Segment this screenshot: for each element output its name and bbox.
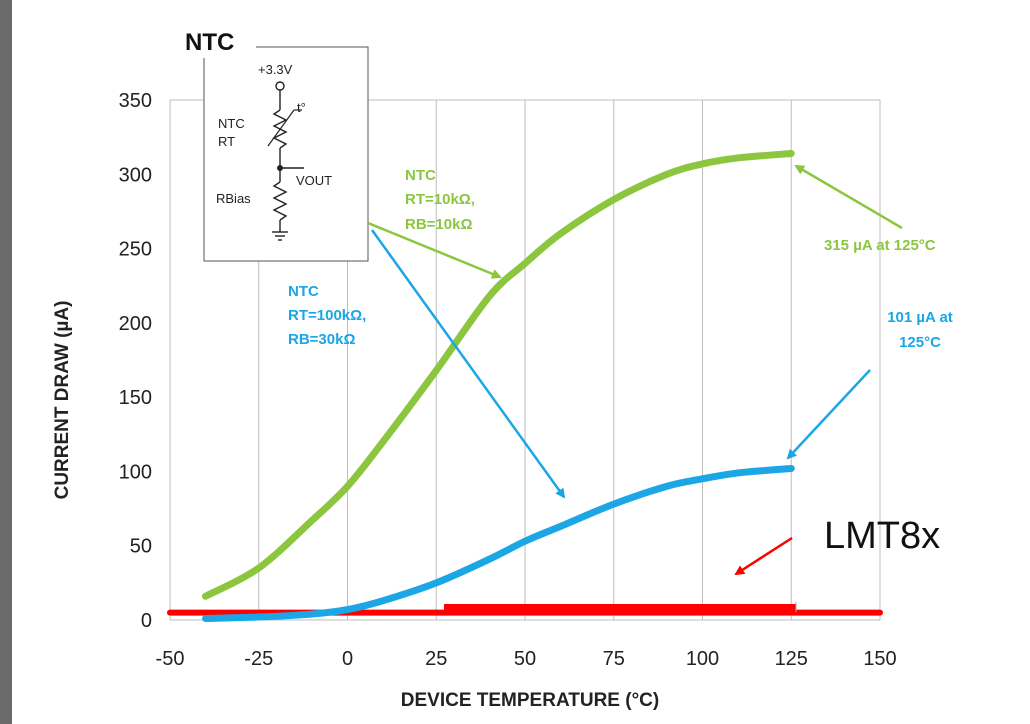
y-tick-label-4: 200	[119, 313, 152, 335]
x-tick-label-6: 100	[686, 648, 719, 670]
x-tick-label-5: 75	[603, 648, 625, 670]
inset-vout-label: VOUT	[296, 173, 332, 188]
x-tick-label-8: 150	[863, 648, 896, 670]
chart: -50 -25 0 25 50 75 100 125 150 0 50 100 150 200 250 30…	[52, 28, 953, 711]
svg-text:NTC: NTC	[288, 283, 319, 300]
svg-text:125°C: 125°C	[899, 334, 941, 351]
series-line-blue-ntc-100k	[202, 464, 795, 623]
inset-supply: +3.3V	[258, 62, 293, 77]
lmt-label: LMT8x	[824, 515, 940, 557]
blue-series-label: NTC RT=100kΩ, RB=30kΩ	[288, 283, 366, 348]
svg-text:RT=10kΩ,: RT=10kΩ,	[405, 191, 475, 208]
inset-box	[203, 46, 369, 262]
x-axis-title: DEVICE TEMPERATURE (°C)	[401, 690, 659, 711]
svg-text:RB=10kΩ: RB=10kΩ	[405, 216, 472, 233]
y-tick-label-3: 150	[119, 387, 152, 409]
blue-label-arrow	[370, 229, 566, 499]
x-tick-labels: -50 -25 0 25 50 75 100 125 150	[156, 648, 897, 670]
inset-temp-symbol: t°	[297, 100, 306, 115]
inset-ground-icon	[272, 231, 288, 241]
inset-schematic: NTC +3.3V t° NTC RT VOUT RBias	[182, 28, 369, 262]
green-callout-arrow	[794, 164, 903, 230]
x-tick-label-2: 0	[342, 648, 353, 670]
blue-callout: 101 µA at 125°C	[887, 309, 953, 351]
y-tick-label-7: 350	[119, 90, 152, 112]
green-label-arrow	[367, 221, 502, 279]
inset-ntc-label-1: NTC	[218, 116, 245, 131]
x-tick-label-4: 50	[514, 648, 536, 670]
y-tick-label-0: 0	[141, 610, 152, 632]
x-tick-label-1: -25	[244, 648, 273, 670]
inset-title: NTC	[185, 29, 234, 56]
series-line-green-ntc-10k	[202, 149, 795, 600]
y-tick-label-2: 100	[119, 461, 152, 483]
y-tick-label-6: 300	[119, 164, 152, 186]
svg-text:RT=100kΩ,: RT=100kΩ,	[288, 307, 366, 324]
y-tick-labels: 0 50 100 150 200 250 300 350	[119, 90, 152, 632]
y-axis-title: CURRENT DRAW (µA)	[52, 301, 73, 500]
green-callout: 315 µA at 125°C	[824, 237, 936, 254]
x-tick-label-7: 125	[775, 648, 808, 670]
inset-rbias-resistor	[272, 181, 288, 221]
green-series-label: NTC RT=10kΩ, RB=10kΩ	[405, 167, 475, 233]
y-tick-label-1: 50	[130, 536, 152, 558]
lmt-arrow	[734, 536, 793, 576]
inset-thermistor-slash	[267, 109, 295, 147]
x-tick-label-0: -50	[156, 648, 185, 670]
svg-text:RB=30kΩ: RB=30kΩ	[288, 331, 355, 348]
svg-text:101 µA at: 101 µA at	[887, 309, 953, 326]
svg-text:NTC: NTC	[405, 167, 436, 184]
chart-frame: -50 -25 0 25 50 75 100 125 150 0 50 100 150 200 250 30…	[12, 0, 1030, 724]
inset-rbias-label: RBias	[216, 191, 251, 206]
inset-title-bg	[182, 28, 256, 58]
y-tick-label-5: 250	[119, 239, 152, 261]
series-lines	[167, 149, 883, 623]
inset-ntc-label-2: RT	[218, 134, 235, 149]
blue-callout-arrow	[786, 369, 871, 460]
x-tick-label-3: 25	[425, 648, 447, 670]
